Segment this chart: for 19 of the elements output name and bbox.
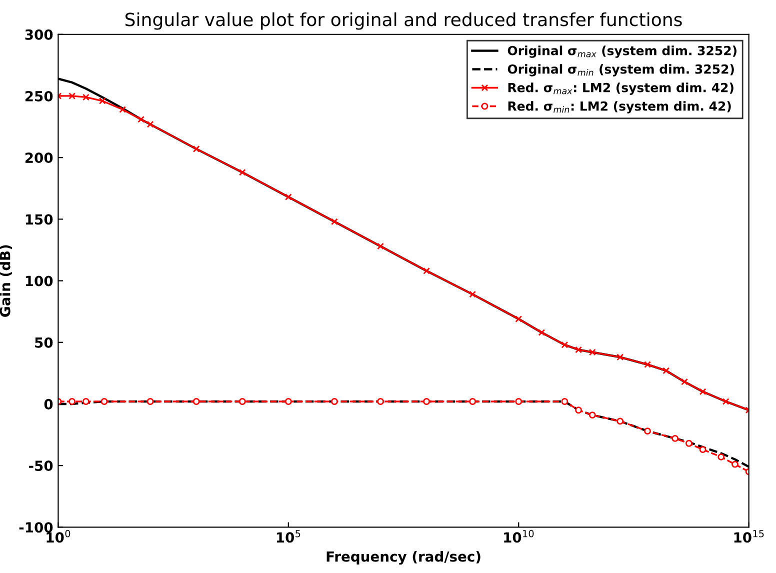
y-tick-label: 200	[25, 152, 53, 164]
y-tick-label: 0	[44, 398, 53, 410]
y-tick-label: 50	[35, 337, 53, 348]
legend-label: Red. σ$_{min}$: LM2 (system dim. 42)	[508, 101, 731, 114]
y-tick-label: -50	[29, 460, 53, 472]
y-tick-label: 300	[25, 29, 53, 40]
chart-title: Singular value plot for original and reduced transfer functions	[125, 12, 682, 30]
y-tick-label: -100	[19, 522, 53, 533]
x-tick-label: 10$^{10}$	[504, 530, 534, 543]
legend-label: Original σ$_{max}$ (system dim. 3252)	[508, 46, 736, 58]
x-tick-label: 10$^{15}$	[734, 530, 764, 543]
x-tick-label: 10$^{5}$	[276, 530, 300, 543]
y-tick-label: 100	[26, 276, 53, 286]
x-axis-title: Frequency (rad/sec)	[326, 551, 480, 565]
legend-label: Red. σ$_{max}$: LM2 (system dim. 42)	[508, 82, 734, 95]
y-tick-label: 150	[26, 214, 53, 225]
y-axis-title: Gain (dB)	[0, 245, 12, 317]
legend-label: Original σ$_{min}$ (system dim. 3252)	[508, 64, 734, 76]
y-tick-label: 250	[25, 90, 53, 102]
